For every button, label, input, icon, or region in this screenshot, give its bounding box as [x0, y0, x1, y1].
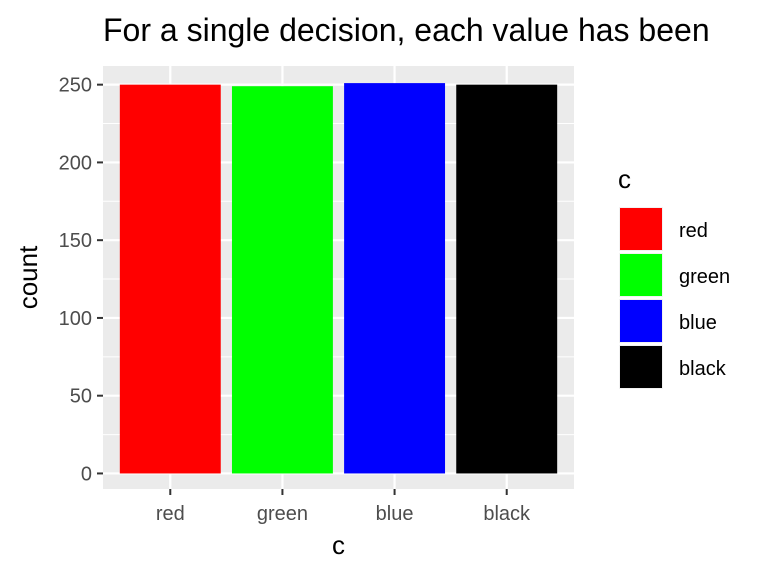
bar-red	[119, 84, 221, 474]
y-tick-label: 150	[59, 230, 92, 252]
y-tick-label: 0	[81, 463, 92, 485]
legend-label-black: black	[679, 358, 727, 380]
x-axis-title: c	[332, 530, 345, 560]
y-tick-label: 50	[70, 386, 92, 408]
legend-label-blue: blue	[679, 312, 717, 334]
legend-keys: red green blue black	[619, 207, 730, 389]
y-tick-label: 250	[59, 75, 92, 97]
bar-black	[456, 84, 558, 474]
bars	[119, 83, 558, 474]
x-tick-label: green	[257, 503, 308, 525]
y-axis: 0 50 100 150 200 250	[59, 75, 103, 485]
legend-label-red: red	[679, 220, 708, 242]
legend-swatch-black	[620, 346, 662, 388]
bar-blue	[344, 83, 446, 474]
x-tick-label: blue	[376, 503, 414, 525]
legend: c red green blue black	[618, 164, 730, 389]
bar-green	[231, 86, 333, 474]
legend-swatch-blue	[620, 300, 662, 342]
legend-title: c	[618, 164, 631, 194]
legend-swatch-red	[620, 208, 662, 250]
legend-label-green: green	[679, 266, 730, 288]
legend-swatch-green	[620, 254, 662, 296]
chart-title: For a single decision, each value has be…	[103, 12, 710, 48]
y-axis-title: count	[13, 245, 43, 309]
x-tick-label: red	[156, 503, 185, 525]
x-axis: red green blue black	[156, 489, 531, 525]
x-tick-label: black	[483, 503, 531, 525]
y-tick-label: 200	[59, 152, 92, 174]
y-tick-label: 100	[59, 308, 92, 330]
